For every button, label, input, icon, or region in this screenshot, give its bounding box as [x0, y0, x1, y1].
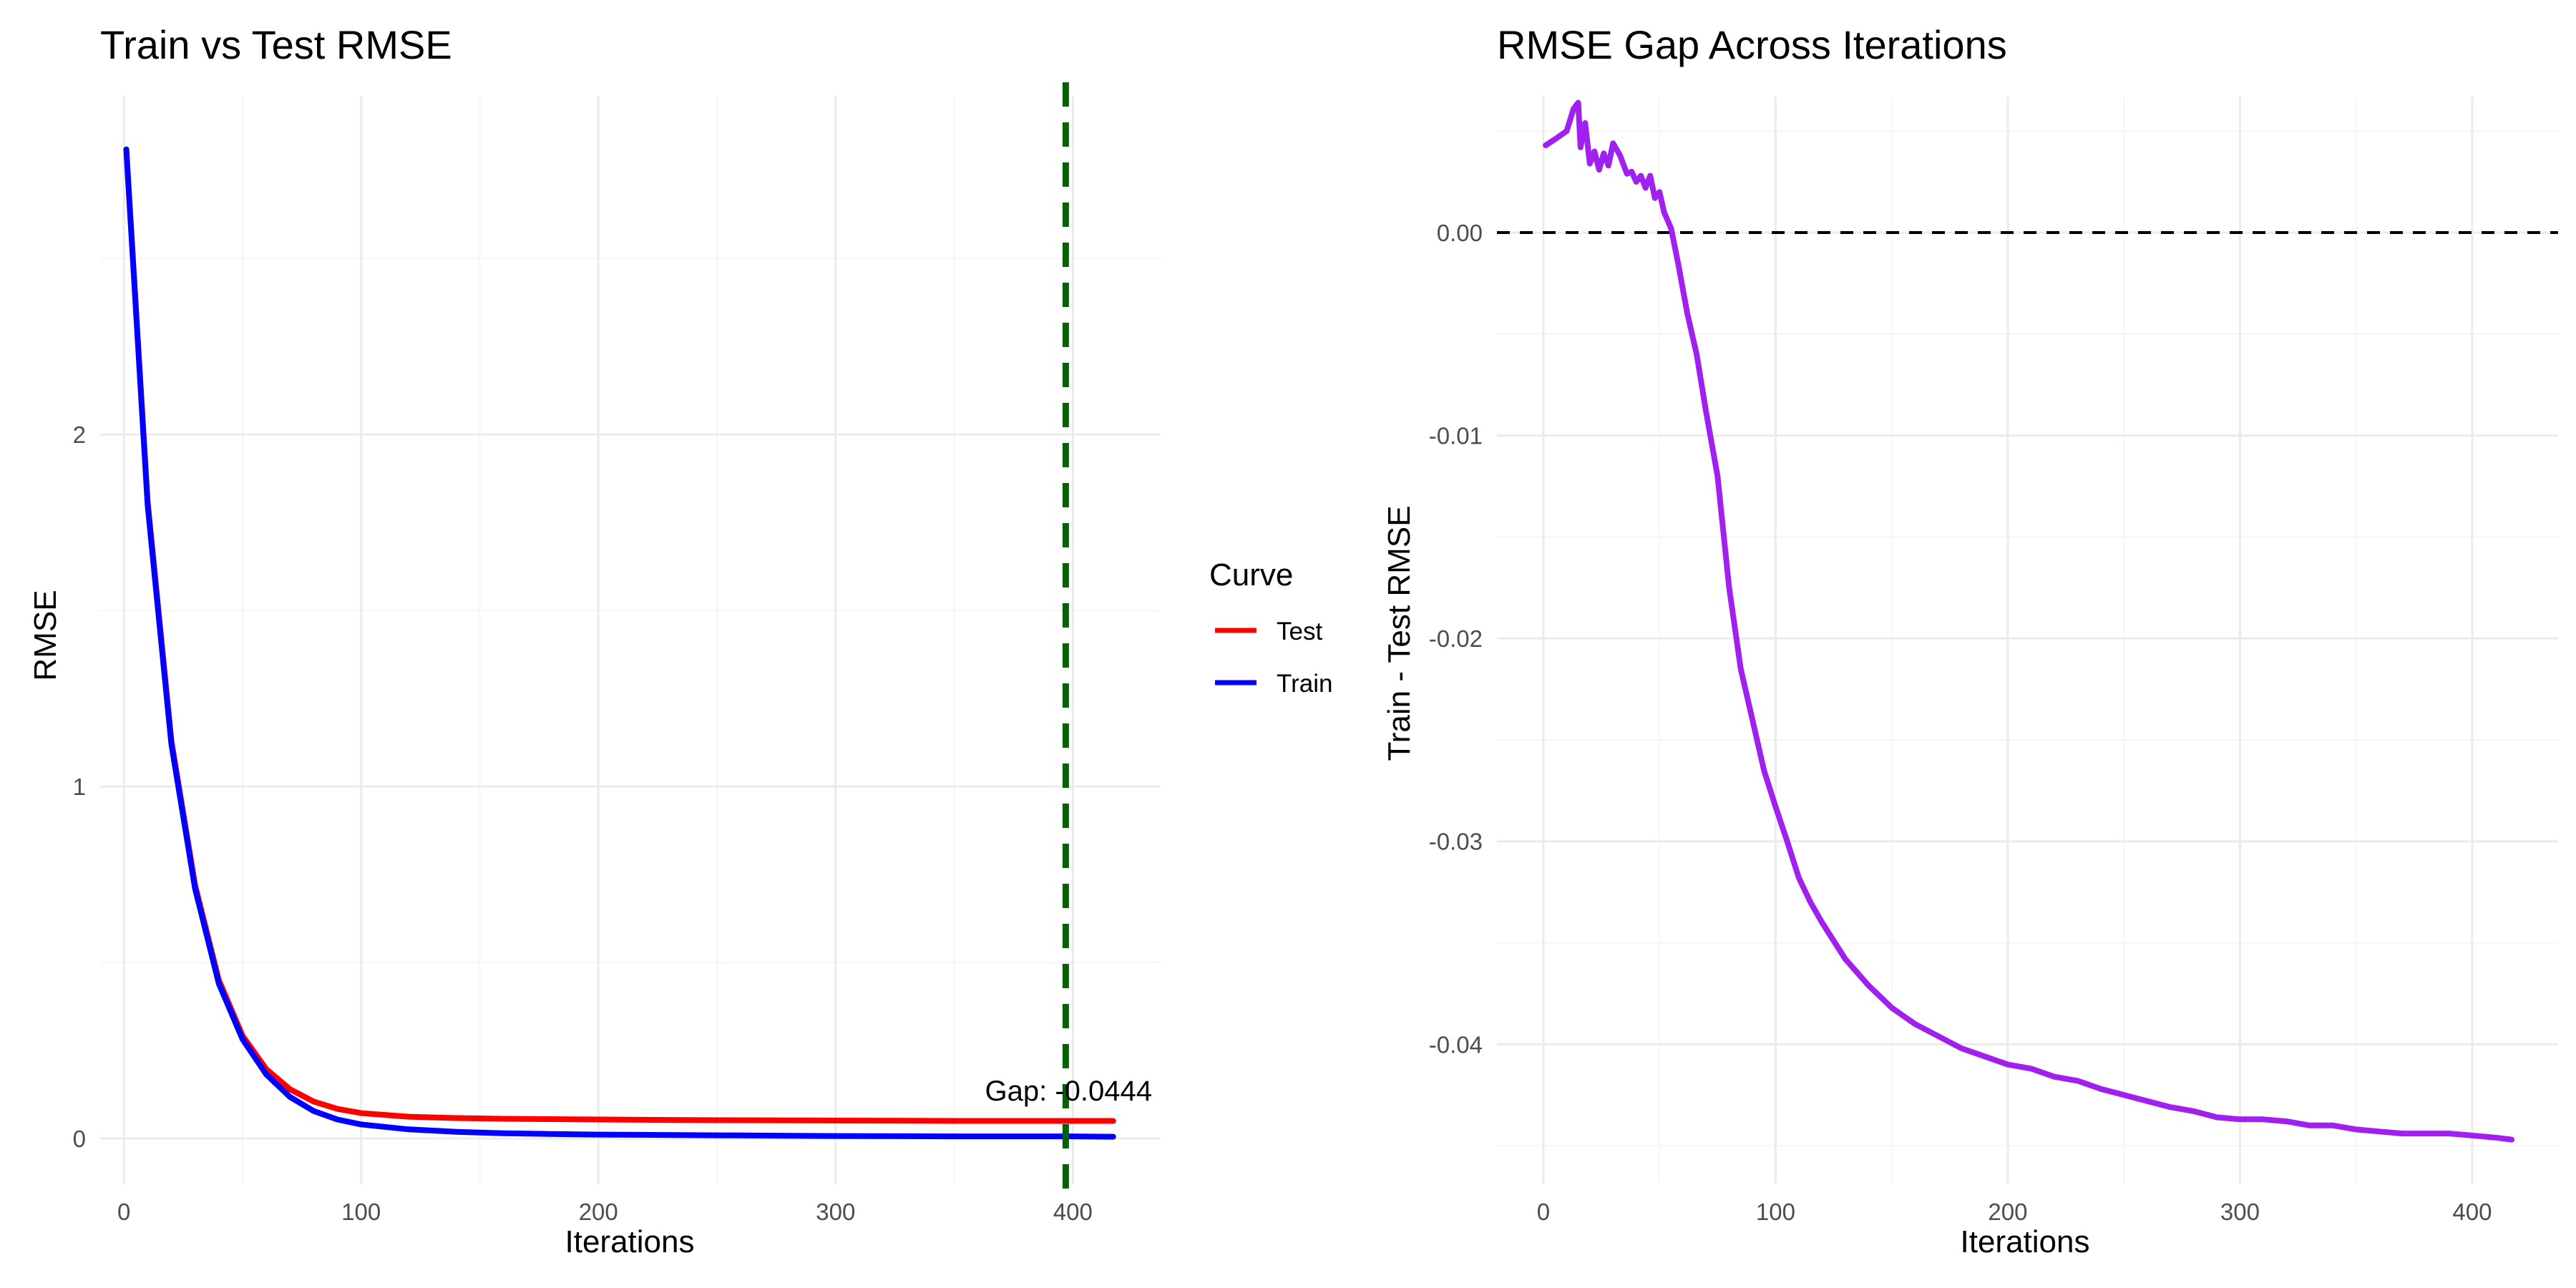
left-series-group — [123, 82, 1116, 1195]
right-x-tick-label: 300 — [2220, 1199, 2260, 1225]
left-gridlines — [100, 97, 1161, 1184]
right-tick-labels: 0 100 200 300 400 0.00 -0.01 -0.02 -0.03 -0.04 — [1429, 220, 2492, 1225]
left-x-tick-label: 0 — [117, 1199, 130, 1225]
right-x-tick-label: 200 — [1988, 1199, 2027, 1225]
legend-title: Curve — [1209, 557, 1293, 592]
legend-label-test: Test — [1277, 618, 1322, 645]
right-chart-title: RMSE Gap Across Iterations — [1497, 22, 2007, 67]
left-chart-title: Train vs Test RMSE — [100, 22, 452, 67]
right-y-tick-label: -0.02 — [1429, 625, 1483, 652]
legend: Curve Test Train — [1209, 557, 1332, 698]
left-series-line-test — [123, 146, 1116, 1124]
left-x-tick-label: 200 — [579, 1199, 618, 1225]
left-x-tick-label: 100 — [341, 1199, 381, 1225]
left-series-line-train — [123, 146, 1116, 1140]
legend-label-train: Train — [1277, 670, 1332, 698]
right-x-axis-title: Iterations — [1961, 1224, 2090, 1259]
right-series-group — [1497, 99, 2558, 1143]
right-series-line-gap — [1543, 99, 2515, 1143]
right-y-tick-label: 0.00 — [1437, 220, 1483, 246]
right-y-tick-label: -0.03 — [1429, 829, 1483, 855]
left-y-axis-title: RMSE — [28, 590, 63, 680]
right-x-tick-label: 0 — [1537, 1199, 1550, 1225]
right-y-tick-label: -0.04 — [1429, 1031, 1483, 1058]
left-x-tick-label: 400 — [1053, 1199, 1093, 1225]
left-x-axis-title: Iterations — [565, 1224, 695, 1259]
right-y-axis-title: Train - Test RMSE — [1382, 506, 1417, 761]
left-tick-labels: 0 100 200 300 400 0 1 2 — [73, 421, 1093, 1225]
right-gridlines — [1497, 97, 2558, 1184]
gap-annotation: Gap: -0.0444 — [985, 1075, 1153, 1107]
right-y-tick-label: -0.01 — [1429, 423, 1483, 449]
left-y-tick-label: 1 — [73, 774, 86, 800]
left-y-tick-label: 0 — [73, 1126, 86, 1152]
right-x-tick-label: 400 — [2452, 1199, 2492, 1225]
left-panel-rmse: Train vs Test RMSE 0 100 200 300 400 0 1 2 Iter… — [28, 22, 1161, 1259]
left-y-tick-label: 2 — [73, 421, 86, 448]
right-panel-gap: RMSE Gap Across Iterations 0 100 200 300 400… — [1382, 22, 2558, 1259]
left-x-tick-label: 300 — [816, 1199, 855, 1225]
right-x-tick-label: 100 — [1756, 1199, 1795, 1225]
